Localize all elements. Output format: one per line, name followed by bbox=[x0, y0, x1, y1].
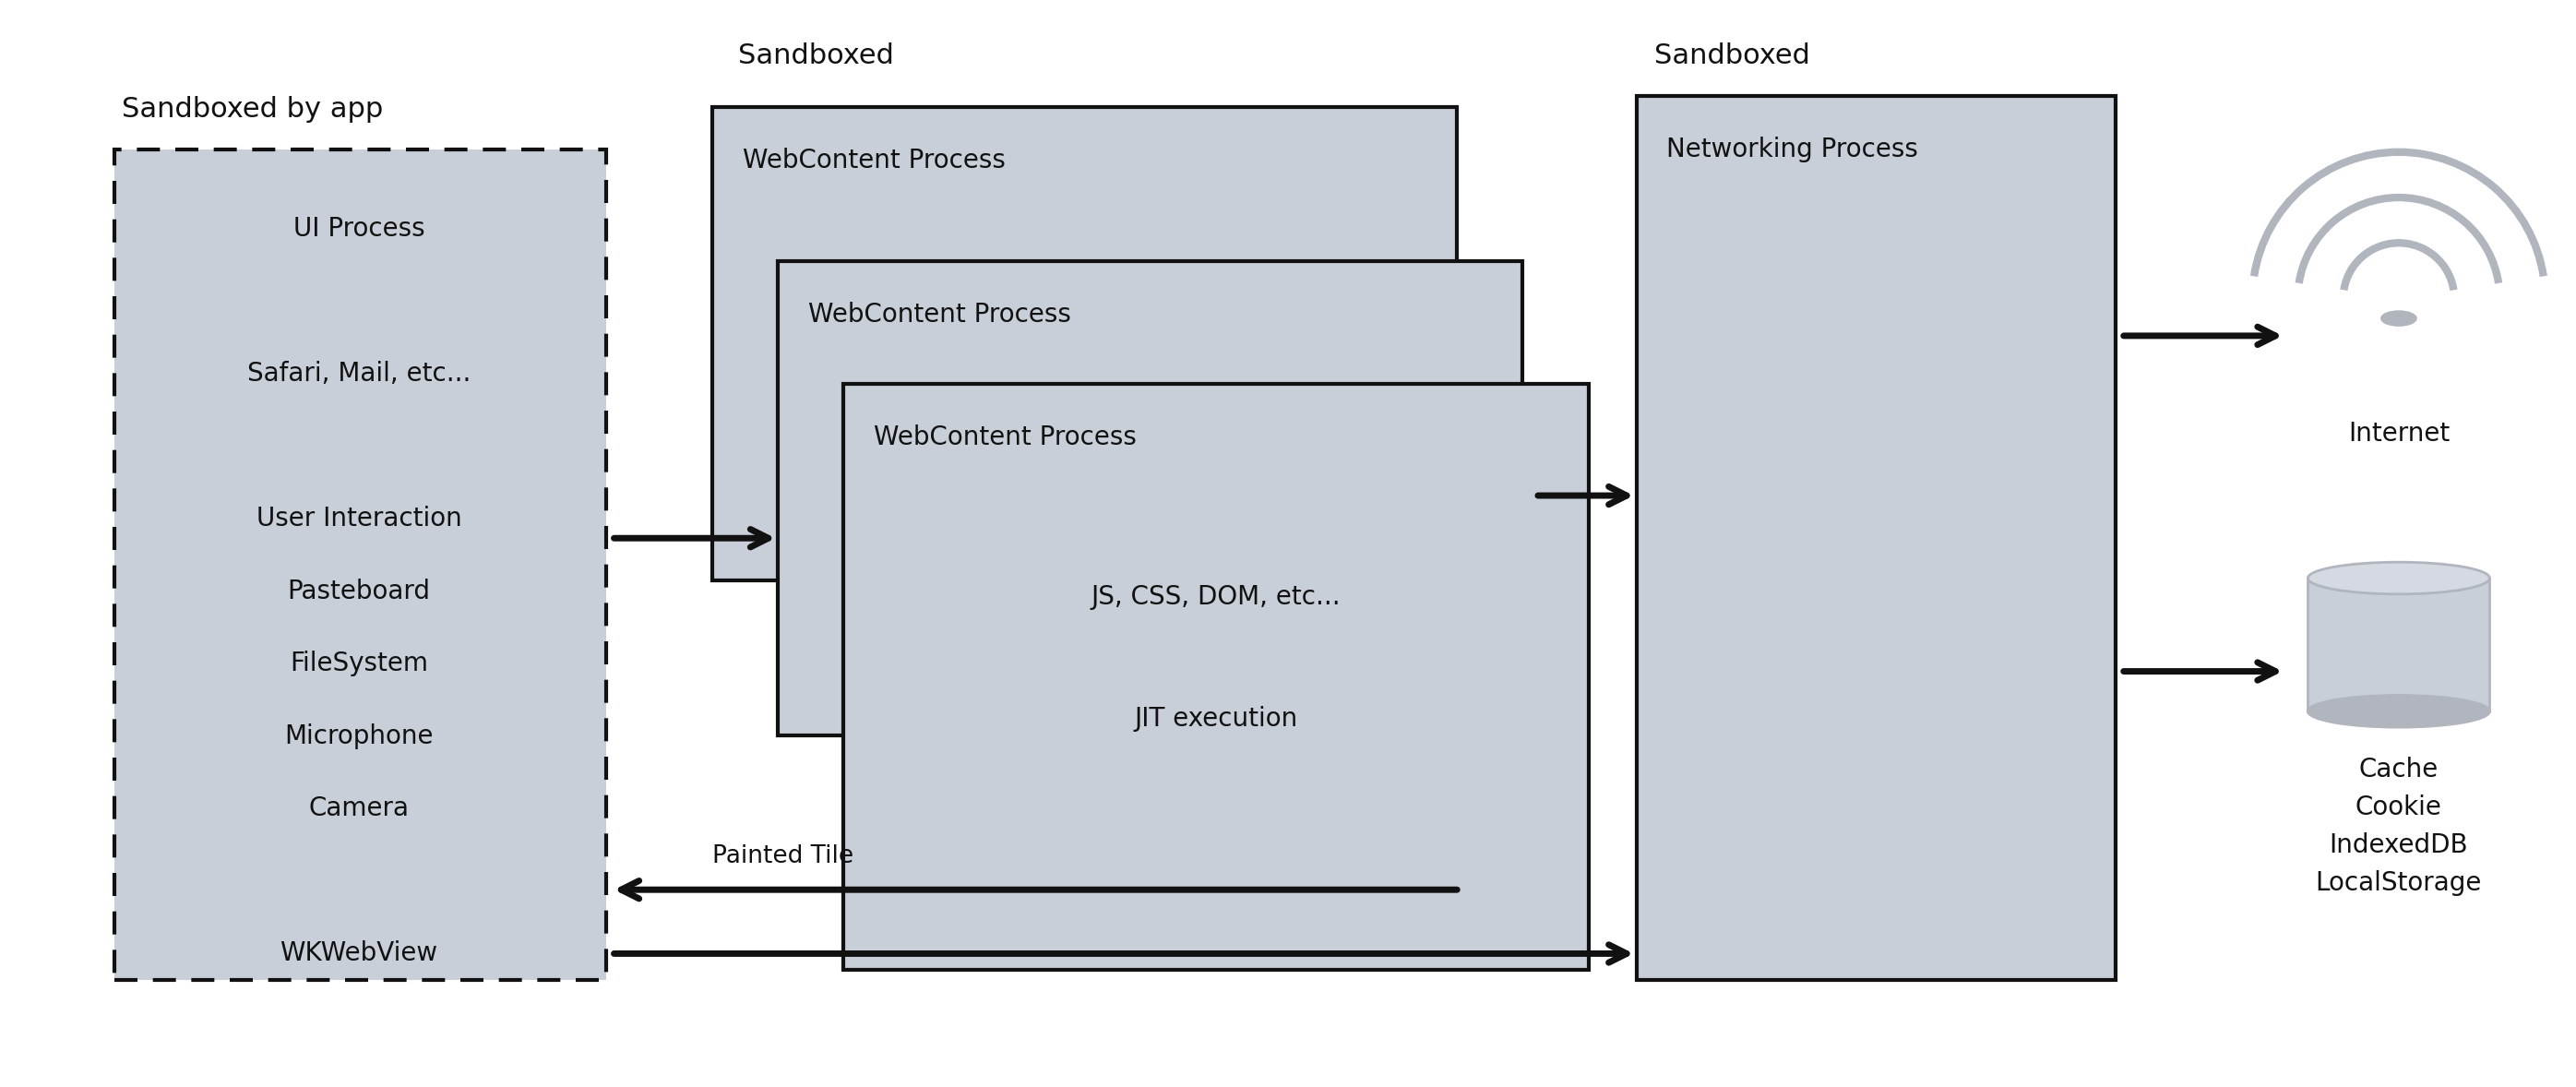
Polygon shape bbox=[2308, 578, 2488, 711]
Ellipse shape bbox=[2308, 696, 2488, 727]
Text: User Interaction: User Interaction bbox=[255, 507, 461, 532]
Text: Sandboxed: Sandboxed bbox=[1654, 42, 1811, 70]
Text: WebContent Process: WebContent Process bbox=[809, 302, 1072, 327]
Text: Internet: Internet bbox=[2347, 421, 2450, 447]
Ellipse shape bbox=[2308, 562, 2488, 595]
Text: WebContent Process: WebContent Process bbox=[873, 424, 1136, 450]
Text: WKWebView: WKWebView bbox=[281, 940, 438, 966]
Polygon shape bbox=[714, 107, 1458, 580]
Text: WebContent Process: WebContent Process bbox=[742, 147, 1005, 173]
Polygon shape bbox=[1636, 96, 2115, 980]
Text: Pasteboard: Pasteboard bbox=[289, 578, 430, 604]
Text: Sandboxed: Sandboxed bbox=[737, 42, 894, 70]
Text: Painted Tile: Painted Tile bbox=[714, 845, 853, 869]
Text: Microphone: Microphone bbox=[283, 723, 433, 749]
Text: Cache
Cookie
IndexedDB
LocalStorage: Cache Cookie IndexedDB LocalStorage bbox=[2316, 757, 2483, 897]
Text: Safari, Mail, etc...: Safari, Mail, etc... bbox=[247, 361, 471, 387]
Circle shape bbox=[2380, 311, 2416, 326]
Polygon shape bbox=[845, 384, 1589, 970]
Text: Networking Process: Networking Process bbox=[1667, 137, 1919, 162]
Text: JS, CSS, DOM, etc...: JS, CSS, DOM, etc... bbox=[1092, 584, 1342, 610]
Text: UI Process: UI Process bbox=[294, 216, 425, 242]
Polygon shape bbox=[113, 149, 605, 980]
Text: FileSystem: FileSystem bbox=[289, 651, 428, 677]
Polygon shape bbox=[778, 261, 1522, 735]
Text: Camera: Camera bbox=[309, 796, 410, 822]
Text: JIT execution: JIT execution bbox=[1133, 707, 1298, 733]
Text: Sandboxed by app: Sandboxed by app bbox=[121, 96, 384, 123]
